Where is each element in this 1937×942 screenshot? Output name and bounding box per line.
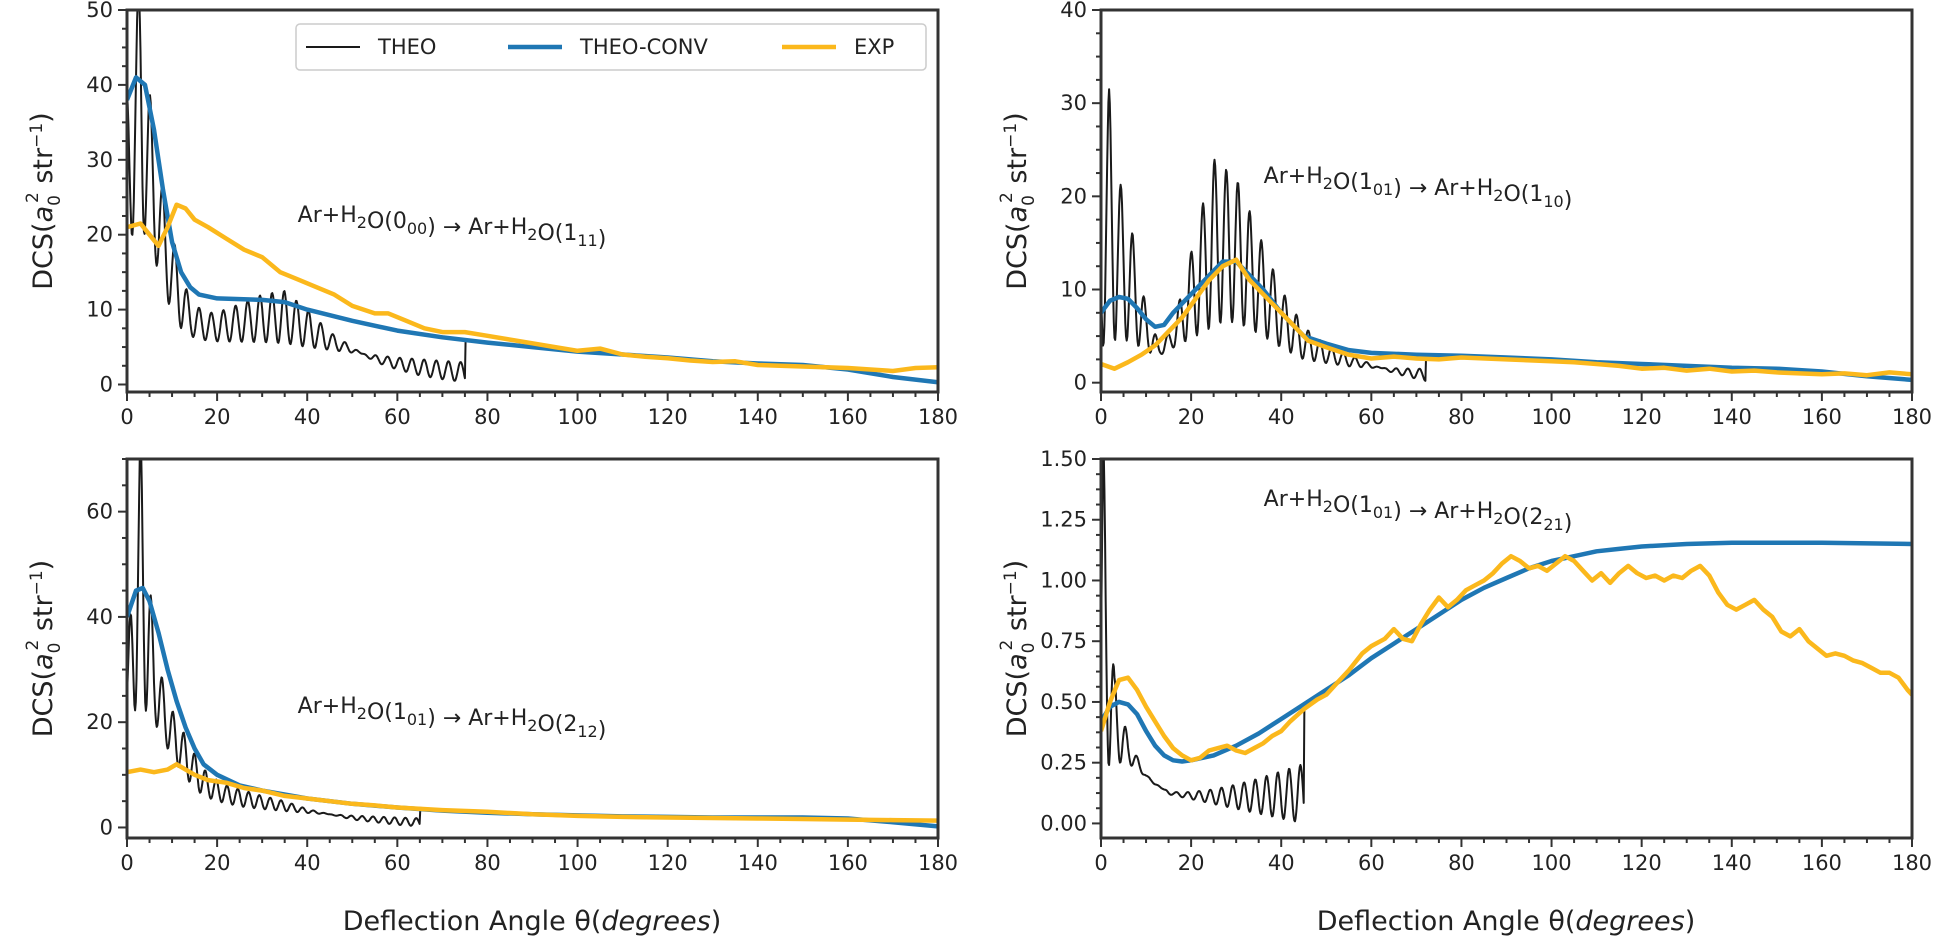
series-theo-conv — [1101, 540, 1912, 764]
legend: THEO THEO-CONV EXP — [295, 23, 927, 71]
x-tick-label: 40 — [294, 851, 321, 875]
panel-annotation: Ar+H2O(101) → Ar+H2O(221) — [1264, 487, 1573, 536]
plot-area — [127, 10, 938, 385]
x-tick-label: 180 — [918, 851, 958, 875]
y-tick-label: 0 — [1074, 371, 1087, 395]
x-tick-label: 20 — [1178, 851, 1205, 875]
y-tick-label: 20 — [86, 710, 113, 734]
y-tick-label: 0.75 — [1040, 629, 1087, 653]
legend-label: EXP — [854, 35, 894, 59]
y-tick-label: 0.00 — [1040, 811, 1087, 835]
y-tick-label: 0 — [100, 815, 113, 839]
x-tick-label: 160 — [1802, 405, 1842, 429]
x-tick-label: 100 — [1532, 405, 1572, 429]
panel-annotation: Ar+H2O(101) → Ar+H2O(212) — [298, 694, 607, 743]
panel-annotation: Ar+H2O(101) → Ar+H2O(110) — [1264, 164, 1573, 213]
y-tick-label: 60 — [86, 500, 113, 524]
x-tick-label: 120 — [648, 405, 688, 429]
legend-frame — [295, 23, 927, 71]
x-axis-label-right: Deflection Angle θ(degrees) — [1317, 906, 1695, 937]
x-tick-label: 0 — [120, 851, 133, 875]
x-tick-label: 160 — [828, 405, 868, 429]
x-tick-label: 60 — [1358, 851, 1385, 875]
x-tick-label: 60 — [384, 405, 411, 429]
x-tick-label: 160 — [828, 851, 868, 875]
y-tick-label: 20 — [86, 223, 113, 247]
legend-label: THEO — [377, 35, 436, 59]
x-tick-label: 180 — [1892, 405, 1932, 429]
plot-area — [1101, 459, 1912, 823]
x-tick-label: 120 — [1622, 405, 1662, 429]
x-tick-label: 80 — [474, 405, 501, 429]
y-tick-label: 30 — [1060, 91, 1087, 115]
x-tick-label: 20 — [1178, 405, 1205, 429]
x-tick-label: 140 — [738, 405, 778, 429]
panel-top-left: Ar+H2O(000) → Ar+H2O(111) THEO THEO-CONV E… — [23, 0, 958, 429]
x-axis-label-left: Deflection Angle θ(degrees) — [343, 906, 721, 937]
series-exp — [127, 762, 938, 823]
panel-bottom-left: Ar+H2O(101) → Ar+H2O(212) 0 20 40 60 80 100 12… — [23, 457, 958, 875]
panel-bottom-right: Ar+H2O(101) → Ar+H2O(221) 0 20 40 60 80 100 12… — [997, 447, 1932, 875]
plot-area — [127, 459, 938, 829]
y-axis-label: DCS(a02 str−1) — [997, 560, 1039, 737]
x-tick-label: 80 — [1448, 851, 1475, 875]
y-tick-label: 0 — [100, 373, 113, 397]
x-tick-label: 0 — [1094, 851, 1107, 875]
x-tick-label: 180 — [918, 405, 958, 429]
x-tick-label: 100 — [558, 405, 598, 429]
y-tick-label: 50 — [86, 0, 113, 22]
series-theo — [127, 459, 938, 828]
y-tick-label: 40 — [86, 605, 113, 629]
x-tick-label: 100 — [1532, 851, 1572, 875]
x-tick-label: 140 — [1712, 851, 1752, 875]
x-tick-label: 20 — [204, 405, 231, 429]
y-tick-label: 1.50 — [1040, 447, 1087, 471]
series-theo — [1101, 88, 1912, 382]
x-tick-label: 140 — [738, 851, 778, 875]
x-tick-label: 40 — [294, 405, 321, 429]
x-tick-label: 160 — [1802, 851, 1842, 875]
y-axis-label: DCS(a02 str−1) — [23, 560, 65, 737]
axes-frame — [125, 457, 940, 840]
plot-area — [1101, 88, 1912, 383]
x-tick-label: 60 — [1358, 405, 1385, 429]
x-tick-label: 120 — [648, 851, 688, 875]
x-tick-label: 40 — [1268, 851, 1295, 875]
x-tick-label: 120 — [1622, 851, 1662, 875]
panel-annotation: Ar+H2O(000) → Ar+H2O(111) — [298, 203, 607, 252]
x-tick-label: 80 — [474, 851, 501, 875]
x-tick-label: 180 — [1892, 851, 1932, 875]
x-tick-label: 100 — [558, 851, 598, 875]
y-tick-label: 10 — [1060, 278, 1087, 302]
x-tick-label: 60 — [384, 851, 411, 875]
x-tick-label: 140 — [1712, 405, 1752, 429]
y-tick-label: 0.25 — [1040, 751, 1087, 775]
y-tick-label: 40 — [86, 73, 113, 97]
y-tick-label: 1.25 — [1040, 508, 1087, 532]
series-exp — [1101, 553, 1912, 763]
y-tick-label: 30 — [86, 148, 113, 172]
x-tick-label: 0 — [120, 405, 133, 429]
panel-top-right: Ar+H2O(101) → Ar+H2O(110) 0 20 40 60 80 100 12… — [997, 0, 1932, 429]
y-tick-label: 0.50 — [1040, 690, 1087, 714]
series-exp — [1101, 257, 1912, 378]
legend-label: THEO-CONV — [579, 35, 708, 59]
y-tick-label: 10 — [86, 298, 113, 322]
x-tick-label: 80 — [1448, 405, 1475, 429]
y-tick-label: 1.00 — [1040, 568, 1087, 592]
x-tick-label: 0 — [1094, 405, 1107, 429]
x-tick-label: 20 — [204, 851, 231, 875]
y-tick-label: 40 — [1060, 0, 1087, 22]
y-axis-label: DCS(a02 str−1) — [23, 112, 65, 289]
y-axis-label: DCS(a02 str−1) — [997, 112, 1039, 289]
y-tick-label: 20 — [1060, 184, 1087, 208]
series-exp — [127, 202, 938, 374]
x-tick-label: 40 — [1268, 405, 1295, 429]
